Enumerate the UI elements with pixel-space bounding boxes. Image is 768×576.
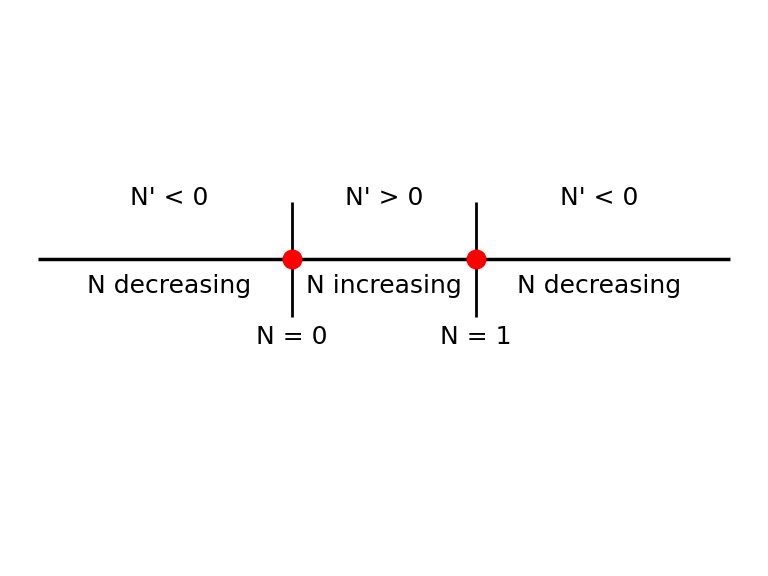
Text: N = 0: N = 0 bbox=[256, 325, 328, 350]
Text: N' < 0: N' < 0 bbox=[130, 186, 208, 210]
Text: N decreasing: N decreasing bbox=[87, 274, 251, 298]
Text: N = 1: N = 1 bbox=[440, 325, 512, 350]
Text: N increasing: N increasing bbox=[306, 274, 462, 298]
Point bbox=[470, 255, 482, 264]
Text: N' > 0: N' > 0 bbox=[345, 186, 423, 210]
Point bbox=[286, 255, 298, 264]
Text: N' < 0: N' < 0 bbox=[560, 186, 638, 210]
Text: N decreasing: N decreasing bbox=[517, 274, 681, 298]
